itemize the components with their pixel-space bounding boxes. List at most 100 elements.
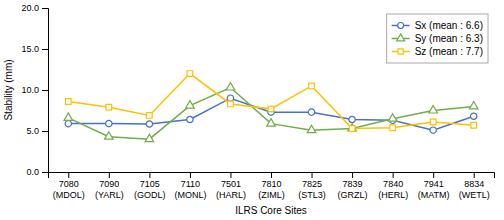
x-tick: 7839(GRZL) [338, 172, 368, 200]
x-tick-label-line: 7839 [343, 179, 363, 189]
x-tick-label-line: 8834 [464, 179, 484, 189]
x-tick-label-line: (STL3) [298, 190, 326, 200]
series-marker [390, 125, 396, 131]
x-tick-label: 7110(MONL) [174, 179, 206, 199]
x-tick-mark [68, 172, 69, 178]
x-tick-label-line: (MDOL) [53, 190, 85, 200]
x-tick-mark [393, 172, 394, 178]
legend-marker [398, 49, 403, 54]
x-tick-label-line: 7941 [424, 179, 444, 189]
legend-item: Sy (mean : 6.3) [392, 33, 483, 44]
plot-area [64, 71, 478, 142]
series-marker [429, 106, 438, 113]
series [64, 83, 478, 142]
x-tick: 8834(WETL) [459, 172, 490, 200]
series-marker [147, 113, 153, 119]
legend-item: Sz (mean : 7.7) [392, 46, 483, 57]
x-tick-label: 7090(YARL) [95, 179, 124, 199]
x-tick-label: 7825(STL3) [298, 179, 326, 199]
x-tick-label: 7501(HARL) [216, 179, 246, 199]
legend-marker [397, 34, 405, 41]
y-tick: 10.0 [21, 85, 48, 95]
series-marker [186, 101, 195, 108]
x-tick-label-line: (ZIML) [258, 190, 285, 200]
series-marker [309, 83, 315, 89]
series-marker [430, 119, 436, 125]
x-axis-title: ILRS Core Sites [235, 205, 307, 216]
series-marker [228, 101, 234, 107]
y-tick-mark [42, 131, 48, 132]
series-marker [471, 113, 477, 119]
series-marker [105, 132, 114, 139]
series-marker [388, 114, 397, 121]
x-tick-mark [109, 172, 110, 178]
x-tick: 7825(STL3) [298, 172, 326, 200]
y-axis-title: Stability (mm) [3, 59, 14, 120]
x-tick-mark [149, 172, 150, 178]
series-marker [308, 109, 314, 115]
x-tick: 7840(HERL) [378, 172, 408, 200]
x-tick-mark [474, 172, 475, 178]
x-tick-label-line: 7825 [302, 179, 322, 189]
x-tick-label-line: (HERL) [378, 190, 408, 200]
x-tick: 7080(MDOL) [53, 172, 85, 200]
x-tick-label: 7839(GRZL) [338, 179, 368, 199]
series-marker [64, 113, 73, 120]
legend-box [387, 14, 488, 63]
series-marker [106, 120, 112, 126]
legend-item: Sx (mean : 6.6) [392, 20, 483, 31]
x-tick-label-line: (WETL) [459, 190, 490, 200]
x-tick-mark [190, 172, 191, 178]
x-tick: 7501(HARL) [216, 172, 246, 200]
series-marker [226, 83, 235, 90]
legend-label: Sx (mean : 6.6) [415, 20, 483, 31]
series-marker [146, 121, 152, 127]
y-tick-label: 10.0 [21, 85, 39, 95]
series-line [68, 88, 473, 140]
series-marker [65, 120, 71, 126]
x-tick-label: 7941(MATM) [418, 179, 450, 199]
x-tick-label-line: 7105 [140, 179, 160, 189]
x-tick-mark [352, 172, 353, 178]
series-marker [349, 116, 355, 122]
y-tick-mark [42, 90, 48, 91]
y-tick-label: 0.0 [26, 167, 39, 177]
y-axis: 0.0 5.0 10.0 15.0 20.0 [21, 3, 48, 177]
y-tick-mark [42, 172, 48, 173]
x-tick-label-line: (MONL) [174, 190, 206, 200]
x-tick-label-line: 7810 [261, 179, 281, 189]
x-tick-mark [433, 172, 434, 178]
series-marker [106, 104, 112, 110]
x-tick-label-line: (HARL) [216, 190, 246, 200]
series-marker [469, 101, 478, 108]
y-tick: 0.0 [26, 167, 48, 177]
legend-marker [398, 23, 404, 29]
y-tick-mark [42, 49, 48, 50]
x-tick-label: 7080(MDOL) [53, 179, 85, 199]
legend-label: Sz (mean : 7.7) [415, 46, 483, 57]
series-marker [307, 125, 316, 132]
x-tick-label: 7810(ZIML) [258, 179, 285, 199]
series-marker [430, 127, 436, 133]
x-tick: 7105(GODL) [134, 172, 166, 200]
x-tick-label-line: 7080 [59, 179, 79, 189]
y-tick-label: 15.0 [21, 44, 39, 54]
x-tick-label: 7840(HERL) [378, 179, 408, 199]
x-tick: 7110(MONL) [174, 172, 206, 200]
x-tick-label: 7105(GODL) [134, 179, 166, 199]
chart: 0.0 5.0 10.0 15.0 20.0 7080(MDOL) 7090(YARL) 71… [0, 0, 504, 220]
series-marker [349, 126, 355, 132]
y-tick-label: 20.0 [21, 3, 39, 13]
y-tick: 20.0 [21, 3, 48, 13]
x-tick: 7941(MATM) [418, 172, 450, 200]
y-tick: 15.0 [21, 44, 48, 54]
x-tick-label-line: (GRZL) [338, 190, 368, 200]
x-tick-label-line: (YARL) [95, 190, 124, 200]
series-marker [267, 119, 276, 126]
y-tick: 5.0 [26, 126, 48, 136]
x-tick-label-line: 7501 [221, 179, 241, 189]
x-tick-mark [312, 172, 313, 178]
series-marker [65, 99, 71, 105]
x-tick-label: 8834(WETL) [459, 179, 490, 199]
series-marker [471, 122, 477, 128]
